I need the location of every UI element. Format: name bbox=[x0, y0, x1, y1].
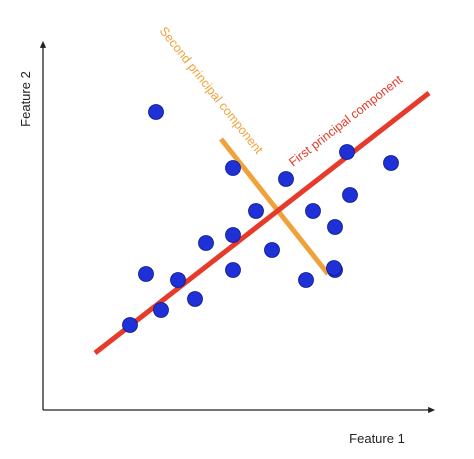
data-point bbox=[148, 104, 164, 120]
data-point bbox=[278, 171, 294, 187]
data-point bbox=[339, 144, 355, 160]
data-point bbox=[248, 203, 264, 219]
data-point bbox=[327, 219, 343, 235]
x-axis-label: Feature 1 bbox=[349, 431, 405, 446]
data-point bbox=[122, 317, 138, 333]
data-points bbox=[122, 104, 399, 333]
second-principal-component-line bbox=[219, 137, 330, 276]
data-point bbox=[298, 272, 314, 288]
y-axis-label: Feature 2 bbox=[18, 71, 33, 127]
data-point bbox=[225, 262, 241, 278]
data-point bbox=[187, 291, 203, 307]
data-point bbox=[138, 266, 154, 282]
data-point bbox=[342, 187, 358, 203]
data-point bbox=[326, 260, 342, 276]
second-principal-component-label: Second principal component bbox=[157, 24, 266, 157]
data-point bbox=[198, 235, 214, 251]
data-point bbox=[264, 242, 280, 258]
data-point bbox=[225, 160, 241, 176]
first-principal-component-line bbox=[93, 91, 431, 355]
data-point bbox=[225, 227, 241, 243]
data-point bbox=[305, 203, 321, 219]
data-point bbox=[153, 302, 169, 318]
data-point bbox=[170, 272, 186, 288]
data-point bbox=[383, 155, 399, 171]
